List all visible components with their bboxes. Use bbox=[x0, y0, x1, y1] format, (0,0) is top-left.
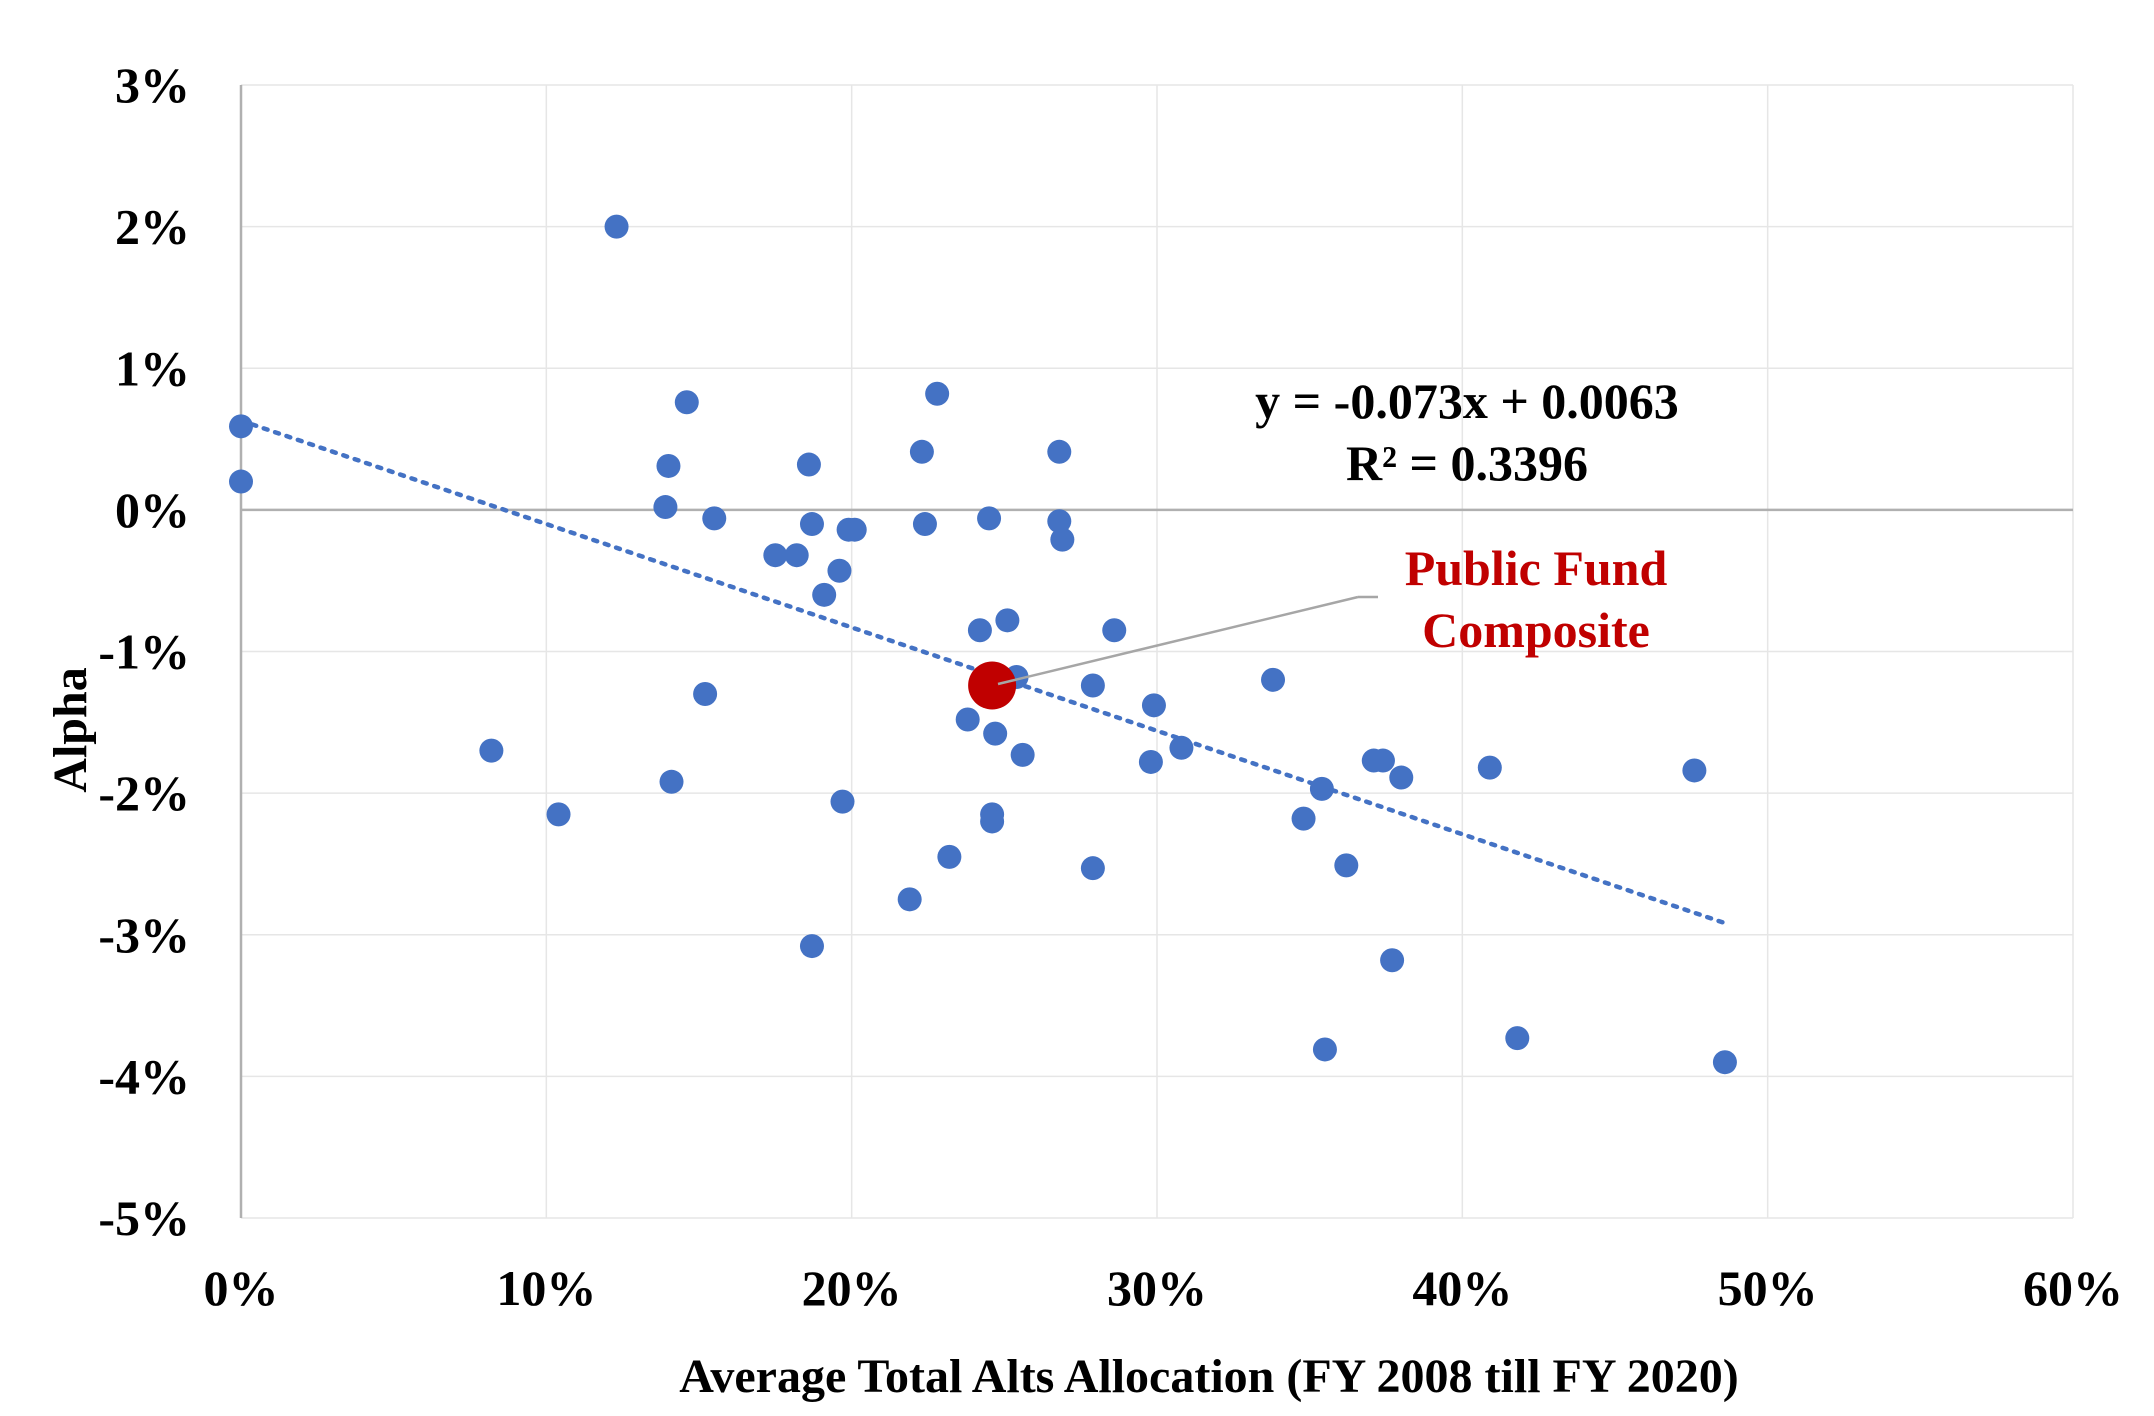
data-point bbox=[967, 618, 992, 643]
data-point bbox=[1370, 748, 1395, 773]
data-point bbox=[1169, 735, 1194, 760]
data-point bbox=[1334, 853, 1359, 878]
data-point bbox=[1291, 806, 1316, 831]
data-point bbox=[229, 414, 253, 439]
data-point bbox=[1261, 667, 1286, 692]
data-point bbox=[1080, 856, 1105, 881]
data-point bbox=[937, 844, 962, 869]
data-point bbox=[799, 934, 824, 959]
x-tick-label: 40% bbox=[1412, 1260, 1512, 1316]
y-tick-label: 1% bbox=[115, 340, 190, 396]
y-axis-title: Alpha bbox=[44, 667, 97, 792]
data-point bbox=[1712, 1050, 1737, 1075]
y-tick-label: -3% bbox=[98, 907, 190, 963]
data-point bbox=[229, 469, 253, 494]
data-point bbox=[842, 517, 867, 542]
data-point bbox=[784, 543, 809, 568]
y-tick-label: 3% bbox=[115, 57, 190, 113]
data-point bbox=[1138, 749, 1163, 774]
data-point bbox=[546, 802, 571, 827]
callout-label-line-2: Composite bbox=[1422, 602, 1650, 658]
data-point bbox=[796, 452, 821, 477]
data-point bbox=[827, 558, 852, 583]
data-point bbox=[1141, 693, 1166, 718]
data-point bbox=[1047, 509, 1072, 534]
x-axis-title: Average Total Alts Allocation (FY 2008 t… bbox=[679, 1350, 1738, 1403]
x-tick-label: 0% bbox=[204, 1260, 279, 1316]
y-tick-label: -4% bbox=[98, 1048, 190, 1104]
x-tick-label: 20% bbox=[802, 1260, 902, 1316]
data-point bbox=[674, 390, 699, 415]
trendline-r-squared: R² = 0.3396 bbox=[1346, 435, 1588, 491]
data-point bbox=[1389, 765, 1414, 790]
y-tick-label: -5% bbox=[98, 1190, 190, 1246]
data-point bbox=[1312, 1037, 1337, 1062]
data-point bbox=[1047, 439, 1072, 464]
data-point bbox=[955, 707, 980, 732]
data-point bbox=[812, 582, 837, 607]
data-point bbox=[763, 543, 788, 568]
data-point bbox=[1050, 527, 1075, 552]
data-point bbox=[604, 214, 629, 239]
data-point bbox=[983, 721, 1008, 746]
data-point bbox=[925, 381, 950, 406]
data-point bbox=[479, 738, 504, 763]
y-tick-label: -2% bbox=[98, 765, 190, 821]
x-tick-label: 30% bbox=[1107, 1260, 1207, 1316]
callout-leader-line bbox=[997, 595, 1359, 686]
data-point bbox=[912, 512, 937, 537]
data-point bbox=[659, 769, 684, 794]
axes bbox=[239, 85, 2073, 1218]
data-point bbox=[656, 453, 681, 478]
tick-labels: 3%2%1%0%-1%-2%-3%-4%-5%0% 10% 20% 30% 40% 50%… bbox=[98, 57, 2123, 1316]
highlight-point-public-fund-composite bbox=[968, 661, 1017, 710]
data-point bbox=[1380, 948, 1405, 973]
data-point bbox=[799, 512, 824, 537]
data-point bbox=[1102, 618, 1127, 643]
data-point bbox=[702, 506, 727, 531]
y-tick-label: 2% bbox=[115, 199, 190, 255]
data-point bbox=[980, 809, 1005, 834]
callout-label-line-1: Public Fund bbox=[1405, 540, 1668, 596]
data-point bbox=[1309, 776, 1334, 801]
data-point bbox=[1010, 742, 1035, 767]
data-point bbox=[909, 439, 934, 464]
data-point bbox=[1477, 755, 1502, 780]
y-tick-label: 0% bbox=[115, 482, 190, 538]
data-point bbox=[1682, 758, 1707, 783]
data-point bbox=[1505, 1026, 1530, 1051]
data-point bbox=[830, 789, 855, 814]
data-points bbox=[229, 214, 1737, 1075]
y-tick-label: -1% bbox=[98, 624, 190, 680]
gridlines bbox=[241, 84, 2074, 1219]
data-point bbox=[897, 887, 922, 912]
data-point bbox=[693, 681, 718, 706]
x-tick-label: 50% bbox=[1718, 1260, 1818, 1316]
data-point bbox=[977, 506, 1002, 531]
data-point bbox=[995, 608, 1020, 633]
data-point bbox=[653, 495, 678, 520]
x-tick-label: 10% bbox=[496, 1260, 596, 1316]
trendline-equation: y = -0.073x + 0.0063 bbox=[1255, 373, 1679, 429]
data-point bbox=[1080, 673, 1105, 698]
x-tick-label: 60% bbox=[2023, 1260, 2123, 1316]
